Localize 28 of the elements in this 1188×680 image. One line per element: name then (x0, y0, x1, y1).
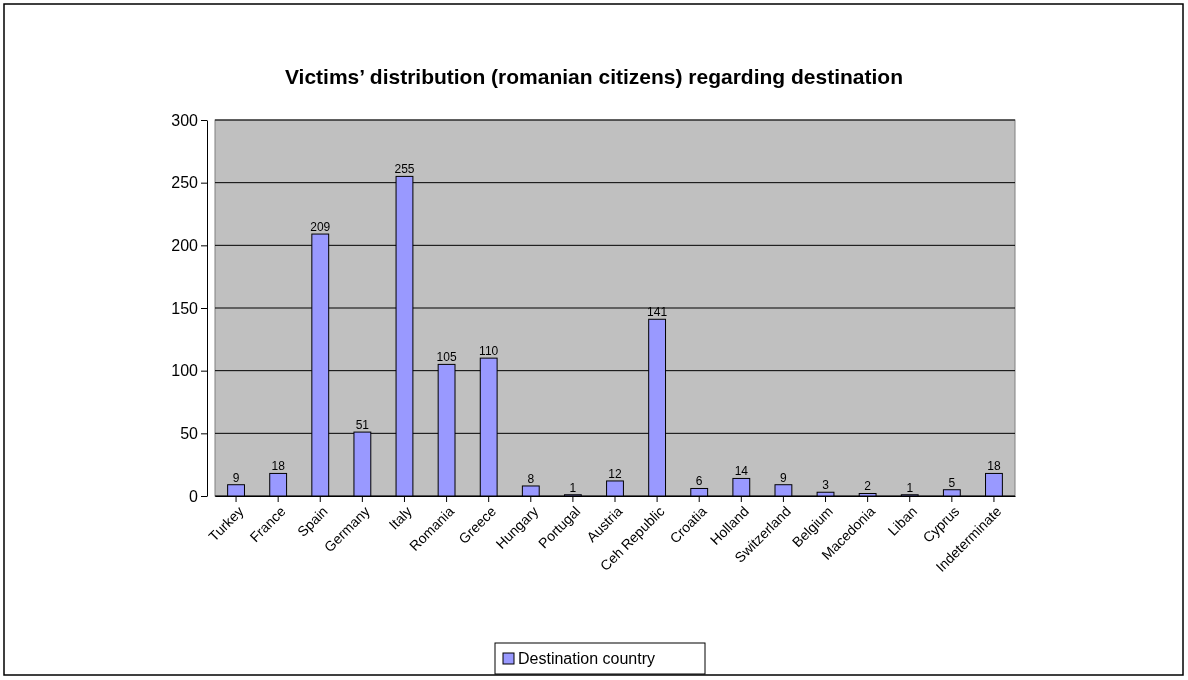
data-label: 9 (232, 470, 240, 485)
data-label: 255 (394, 162, 415, 177)
data-label: 14 (734, 464, 749, 479)
data-label: 8 (527, 471, 535, 486)
data-label: 2 (864, 479, 872, 494)
y-tick-label: 50 (180, 424, 199, 442)
data-label: 110 (479, 344, 499, 359)
data-label: 9 (780, 470, 788, 485)
data-label: 1 (569, 480, 577, 495)
legend-label: Destination country (518, 650, 655, 667)
chart-title: Victims’ distribution (romanian citizens) regarding destination (284, 65, 904, 88)
y-tick-label: 250 (171, 174, 199, 192)
data-label: 141 (647, 305, 668, 320)
data-label: 209 (310, 220, 331, 235)
data-label: 3 (822, 478, 830, 493)
y-tick-label: 100 (171, 362, 199, 380)
data-label: 51 (355, 418, 370, 433)
data-label: 12 (608, 466, 622, 481)
y-tick-label: 300 (171, 111, 199, 129)
y-tick-label: 200 (171, 236, 199, 254)
data-label: 18 (271, 459, 286, 474)
y-tick-label: 0 (189, 487, 199, 505)
data-label: 5 (948, 475, 956, 490)
data-label: 6 (695, 474, 703, 489)
data-label: 18 (987, 459, 1001, 474)
data-label: 105 (436, 350, 457, 365)
y-tick-label: 150 (171, 299, 199, 317)
data-label: 1 (906, 480, 914, 495)
